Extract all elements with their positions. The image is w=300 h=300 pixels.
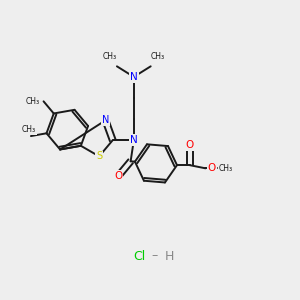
Text: H: H	[165, 250, 174, 262]
Text: O: O	[114, 171, 122, 181]
Text: CH₃: CH₃	[103, 52, 117, 62]
Text: –: –	[152, 250, 158, 262]
Text: Cl: Cl	[133, 250, 145, 262]
Text: N: N	[102, 116, 109, 125]
Text: CH₃: CH₃	[22, 125, 36, 134]
Text: CH₃: CH₃	[219, 164, 233, 173]
Text: N: N	[130, 135, 138, 145]
Text: O: O	[207, 163, 216, 173]
Text: CH₃: CH₃	[26, 97, 40, 106]
Text: CH₃: CH₃	[151, 52, 165, 62]
Text: S: S	[96, 152, 102, 161]
Text: N: N	[130, 72, 138, 82]
Text: O: O	[185, 140, 194, 150]
